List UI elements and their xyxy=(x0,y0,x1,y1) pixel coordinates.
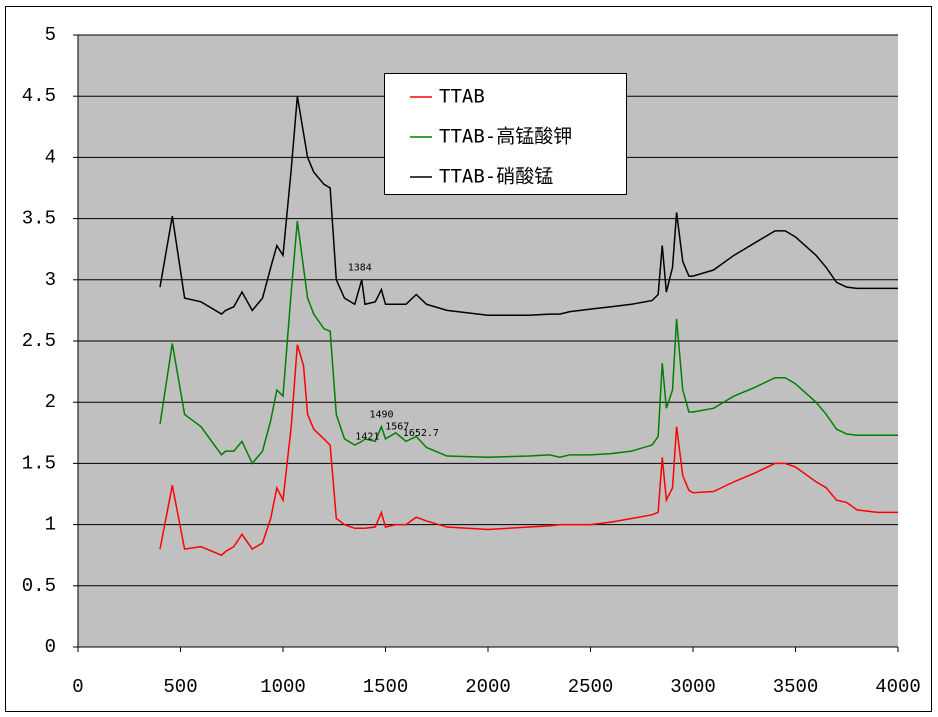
y-tick-label: 0 xyxy=(45,636,56,658)
series-line xyxy=(159,344,898,557)
x-tick-label: 0 xyxy=(72,676,83,698)
annotation: 1567 xyxy=(385,422,409,433)
y-tick-label: 1 xyxy=(45,514,56,536)
y-tick-label: 3.5 xyxy=(22,208,56,230)
legend-label: TTAB-高锰酸钾 xyxy=(439,126,572,148)
y-tick-label: 5 xyxy=(45,24,56,46)
y-tick-label: 2.5 xyxy=(22,330,56,352)
y-tick-label: 1.5 xyxy=(22,452,56,474)
x-tick-label: 1000 xyxy=(260,676,306,698)
annotation: 1421 xyxy=(355,431,379,442)
legend-label: TTAB-硝酸锰 xyxy=(439,166,553,188)
y-tick-label: 4 xyxy=(45,146,56,168)
legend xyxy=(384,73,627,195)
x-tick-label: 1500 xyxy=(363,676,409,698)
y-tick-label: 3 xyxy=(45,269,56,291)
legend-label: TTAB xyxy=(439,86,485,108)
x-tick-label: 3000 xyxy=(670,676,716,698)
annotation: 1490 xyxy=(369,409,393,420)
y-tick-label: 2 xyxy=(45,391,56,413)
y-tick-label: 4.5 xyxy=(22,85,56,107)
x-tick-label: 3500 xyxy=(773,676,819,698)
annotation: 1384 xyxy=(348,263,372,274)
annotation: 1652.7 xyxy=(403,428,439,439)
y-tick-label: 0.5 xyxy=(22,575,56,597)
x-tick-label: 2500 xyxy=(568,676,614,698)
series-line xyxy=(159,96,898,317)
x-tick-label: 2000 xyxy=(465,676,511,698)
x-tick-label: 500 xyxy=(163,676,197,698)
series-line xyxy=(159,220,898,465)
x-tick-label: 4000 xyxy=(875,676,921,698)
